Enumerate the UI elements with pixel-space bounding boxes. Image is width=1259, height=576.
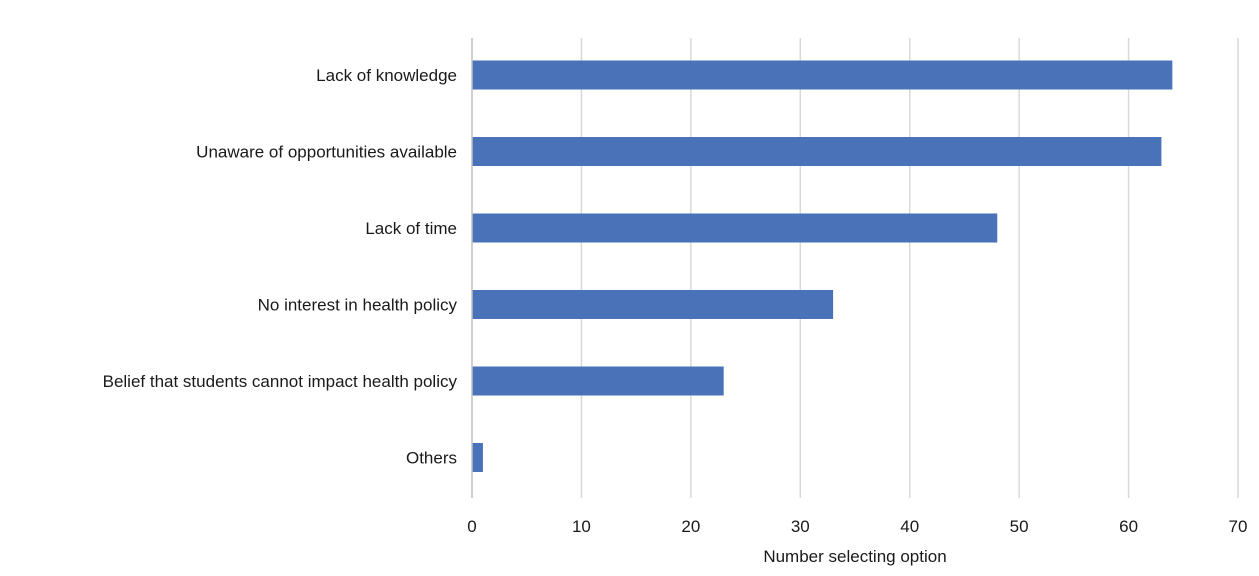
x-tick-label: 20 (681, 517, 700, 536)
x-tick-label: 10 (572, 517, 591, 536)
bar (472, 443, 483, 472)
bars (472, 60, 1173, 472)
category-label: Unaware of opportunities available (196, 143, 457, 162)
gridlines (580, 38, 1239, 498)
category-label: No interest in health policy (258, 296, 458, 315)
bar (472, 213, 998, 243)
labels: 0 10 20 30 40 50 60 70 Lack of knowledge Unaware … (103, 66, 1248, 536)
x-tick-label: 40 (900, 517, 919, 536)
x-axis-title: Number selecting option (763, 547, 946, 566)
bar (472, 366, 724, 396)
x-tick-label: 0 (467, 517, 476, 536)
bar (472, 137, 1162, 166)
x-tick-label: 70 (1229, 517, 1248, 536)
bar (472, 290, 834, 319)
category-label: Belief that students cannot impact healt… (103, 372, 458, 391)
category-label: Lack of time (365, 219, 457, 238)
x-tick-label: 60 (1119, 517, 1138, 536)
category-label: Lack of knowledge (316, 66, 457, 85)
x-tick-label: 50 (1010, 517, 1029, 536)
x-tick-label: 30 (791, 517, 810, 536)
bar (472, 60, 1173, 90)
category-label: Others (406, 449, 457, 468)
